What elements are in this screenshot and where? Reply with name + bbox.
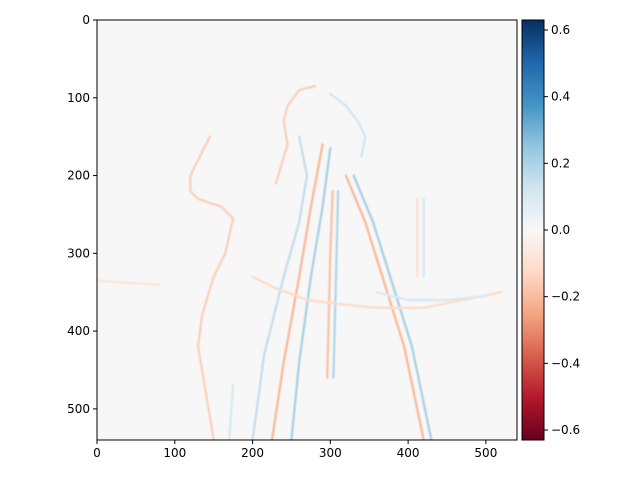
edge-feature-negative-3 — [270, 143, 324, 440]
image-features — [97, 84, 503, 440]
y-tick-label: 300 — [67, 246, 90, 260]
x-axis: 0 100 200 300 400 500 — [93, 440, 497, 460]
colorbar-tick-label: 0.4 — [551, 90, 570, 104]
x-tick-label: 200 — [241, 446, 264, 460]
edge-feature-negative-5 — [344, 174, 425, 440]
edge-feature-negative-14 — [97, 279, 161, 286]
colorbar-tick-label: 0.2 — [551, 156, 570, 170]
x-tick-label: 300 — [319, 446, 342, 460]
x-tick-label: 100 — [163, 446, 186, 460]
edge-feature-positive-4 — [290, 147, 332, 440]
edge-feature-negative-7 — [326, 189, 334, 379]
y-axis: 0 100 200 300 400 500 — [67, 13, 97, 416]
x-tick-label: 400 — [397, 446, 420, 460]
edge-feature-positive-6 — [352, 174, 433, 440]
x-tick-label: 0 — [93, 446, 101, 460]
y-tick-label: 200 — [67, 169, 90, 183]
plot-frame — [96, 19, 518, 441]
colorbar-tick-label: 0.6 — [551, 23, 570, 37]
edge-feature-positive-9 — [251, 135, 309, 440]
image-plot: 0 100 200 300 400 500 0 100 200 300 400 500 — [67, 13, 518, 460]
edge-feature-negative-1 — [274, 84, 316, 185]
x-tick-label: 500 — [474, 446, 497, 460]
y-tick-label: 500 — [67, 402, 90, 416]
edge-feature-positive-11 — [375, 291, 488, 302]
colorbar: −0.6 −0.4 −0.2 0.0 0.2 0.4 0.6 — [521, 19, 580, 441]
edge-feature-positive-2 — [329, 92, 367, 158]
colorbar-fill — [522, 20, 544, 440]
colorbar-tick-label: −0.4 — [551, 356, 580, 370]
edge-feature-positive-15 — [228, 384, 235, 440]
y-tick-label: 100 — [67, 91, 90, 105]
edge-feature-negative-0 — [189, 135, 235, 440]
edge-feature-negative-10 — [251, 275, 503, 309]
colorbar-tick-label: 0.0 — [551, 223, 570, 237]
y-tick-label: 0 — [82, 13, 90, 27]
colorbar-axis: −0.6 −0.4 −0.2 0.0 0.2 0.4 0.6 — [544, 23, 580, 437]
colorbar-tick-label: −0.2 — [551, 290, 580, 304]
colorbar-tick-label: −0.6 — [551, 423, 580, 437]
y-tick-label: 400 — [67, 324, 90, 338]
edge-feature-positive-8 — [332, 189, 340, 379]
